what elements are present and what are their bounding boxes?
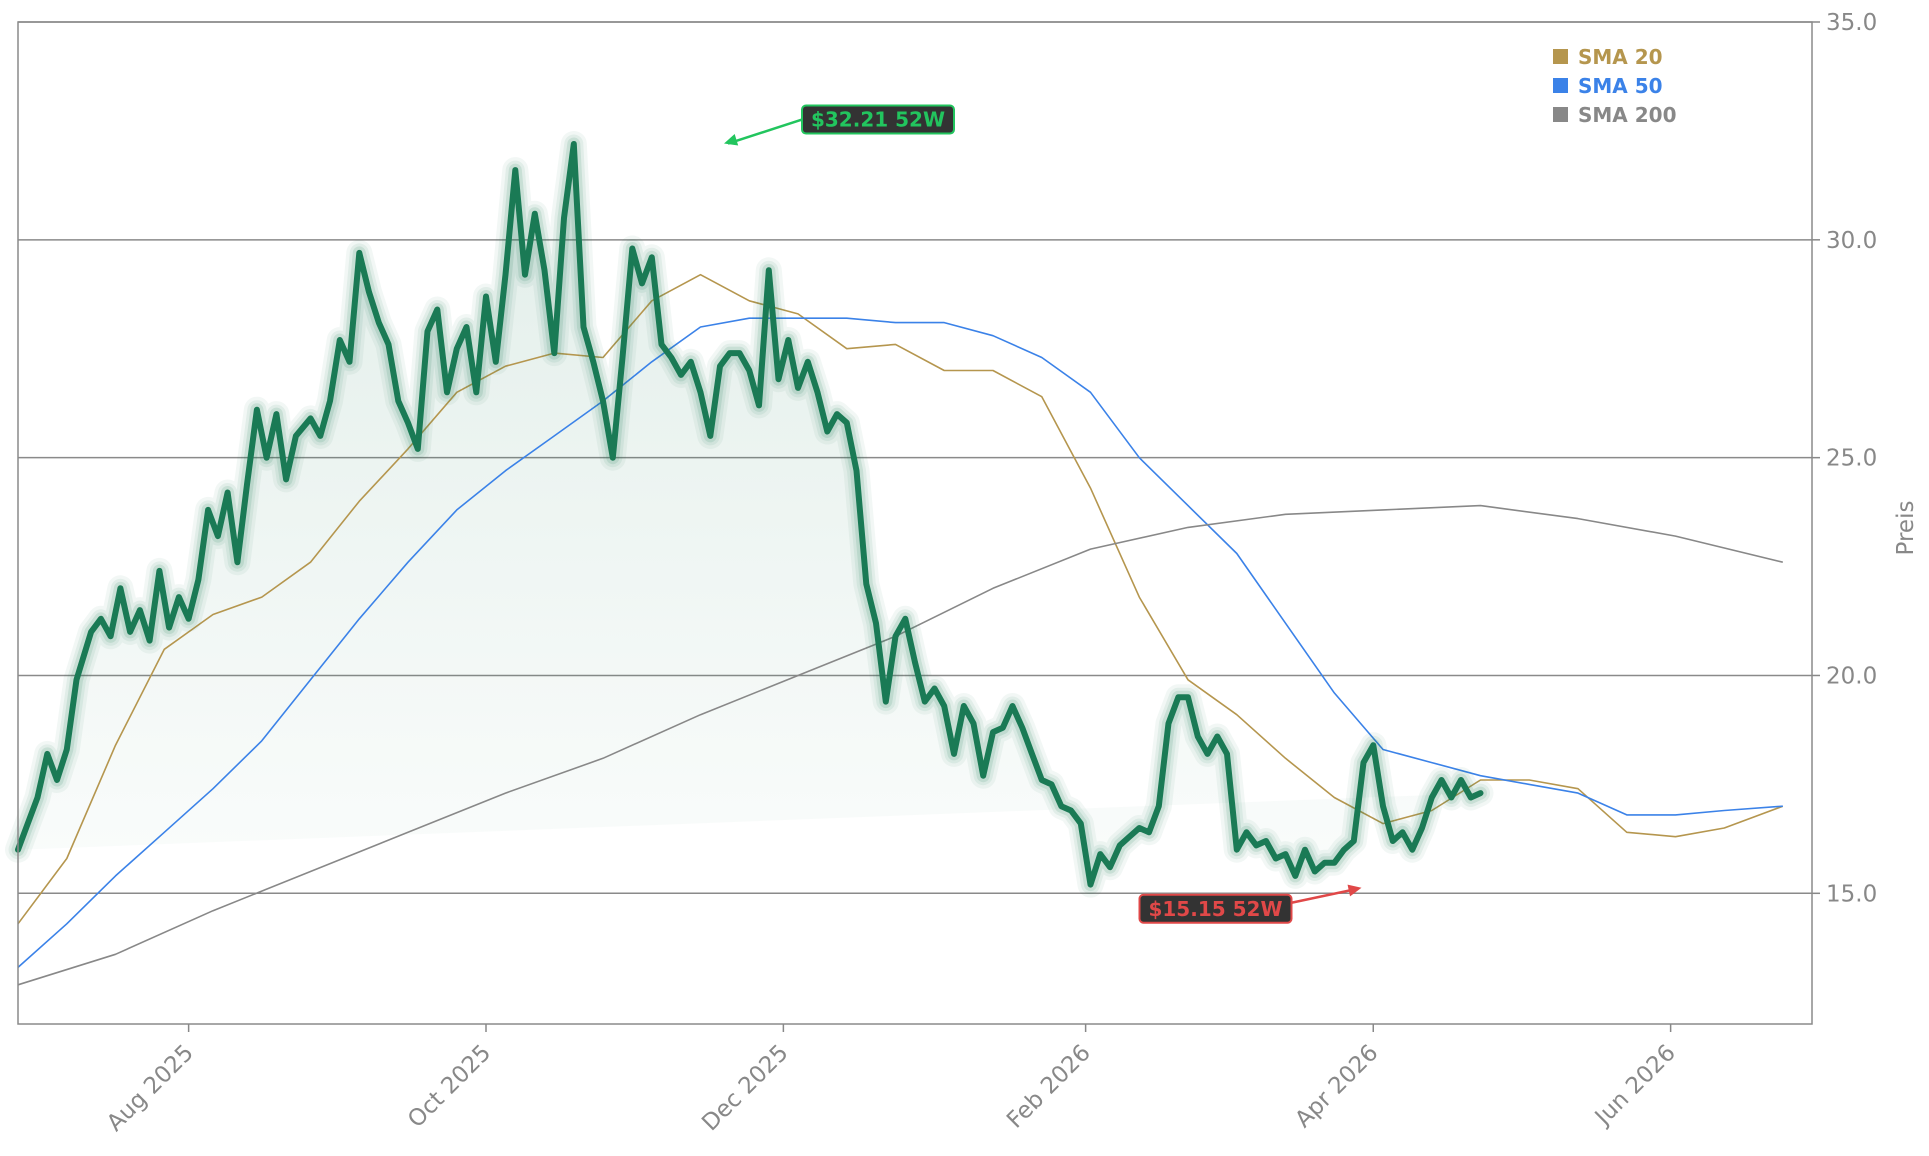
legend: SMA 20 SMA 50 SMA 200 [1553,45,1677,127]
annotation-arrowhead [1347,884,1362,897]
legend-entry: SMA 50 [1578,74,1663,98]
sma-20-line [17,273,1784,925]
annotations: $32.21 52W $15.15 52W [724,104,1362,924]
price-area-fill [18,144,1481,885]
x-tick-label: Aug 2025 [102,1040,199,1137]
annotation-arrowhead [724,133,739,146]
annotation-arrow [727,118,803,145]
legend-swatch [1553,49,1568,64]
y-tick-label: 20.0 [1826,663,1877,689]
x-tick-label: Dec 2025 [697,1040,793,1136]
price-area [18,144,1481,885]
legend-entry: SMA 20 [1578,45,1663,69]
annotation-box [801,104,955,135]
legend-swatch [1553,78,1568,93]
price-series [5,131,1494,898]
x-tick-label: Jun 2026 [1589,1040,1681,1132]
plot-frame [17,21,1813,1025]
x-tick-label: Apr 2026 [1290,1040,1383,1133]
sma-50-line [17,317,1783,968]
annotation-box [1138,893,1293,924]
legend-entry: SMA 200 [1578,103,1677,127]
y-tick-label: 30.0 [1826,228,1877,254]
y-tick-label: 15.0 [1826,881,1877,907]
x-tick-label: Feb 2026 [1002,1040,1096,1134]
price-line [15,141,1484,888]
x-tick-label: Oct 2025 [403,1040,496,1133]
y-tick-label: 25.0 [1826,446,1877,472]
y-axis-label: Preis [1893,501,1919,556]
annotation-label: $32.21 52W [811,108,945,132]
y-tick-label: 35.0 [1826,10,1877,36]
annotation-arrow [1291,887,1358,904]
annotation-label: $15.15 52W [1148,897,1282,921]
legend-swatch [1553,107,1568,122]
